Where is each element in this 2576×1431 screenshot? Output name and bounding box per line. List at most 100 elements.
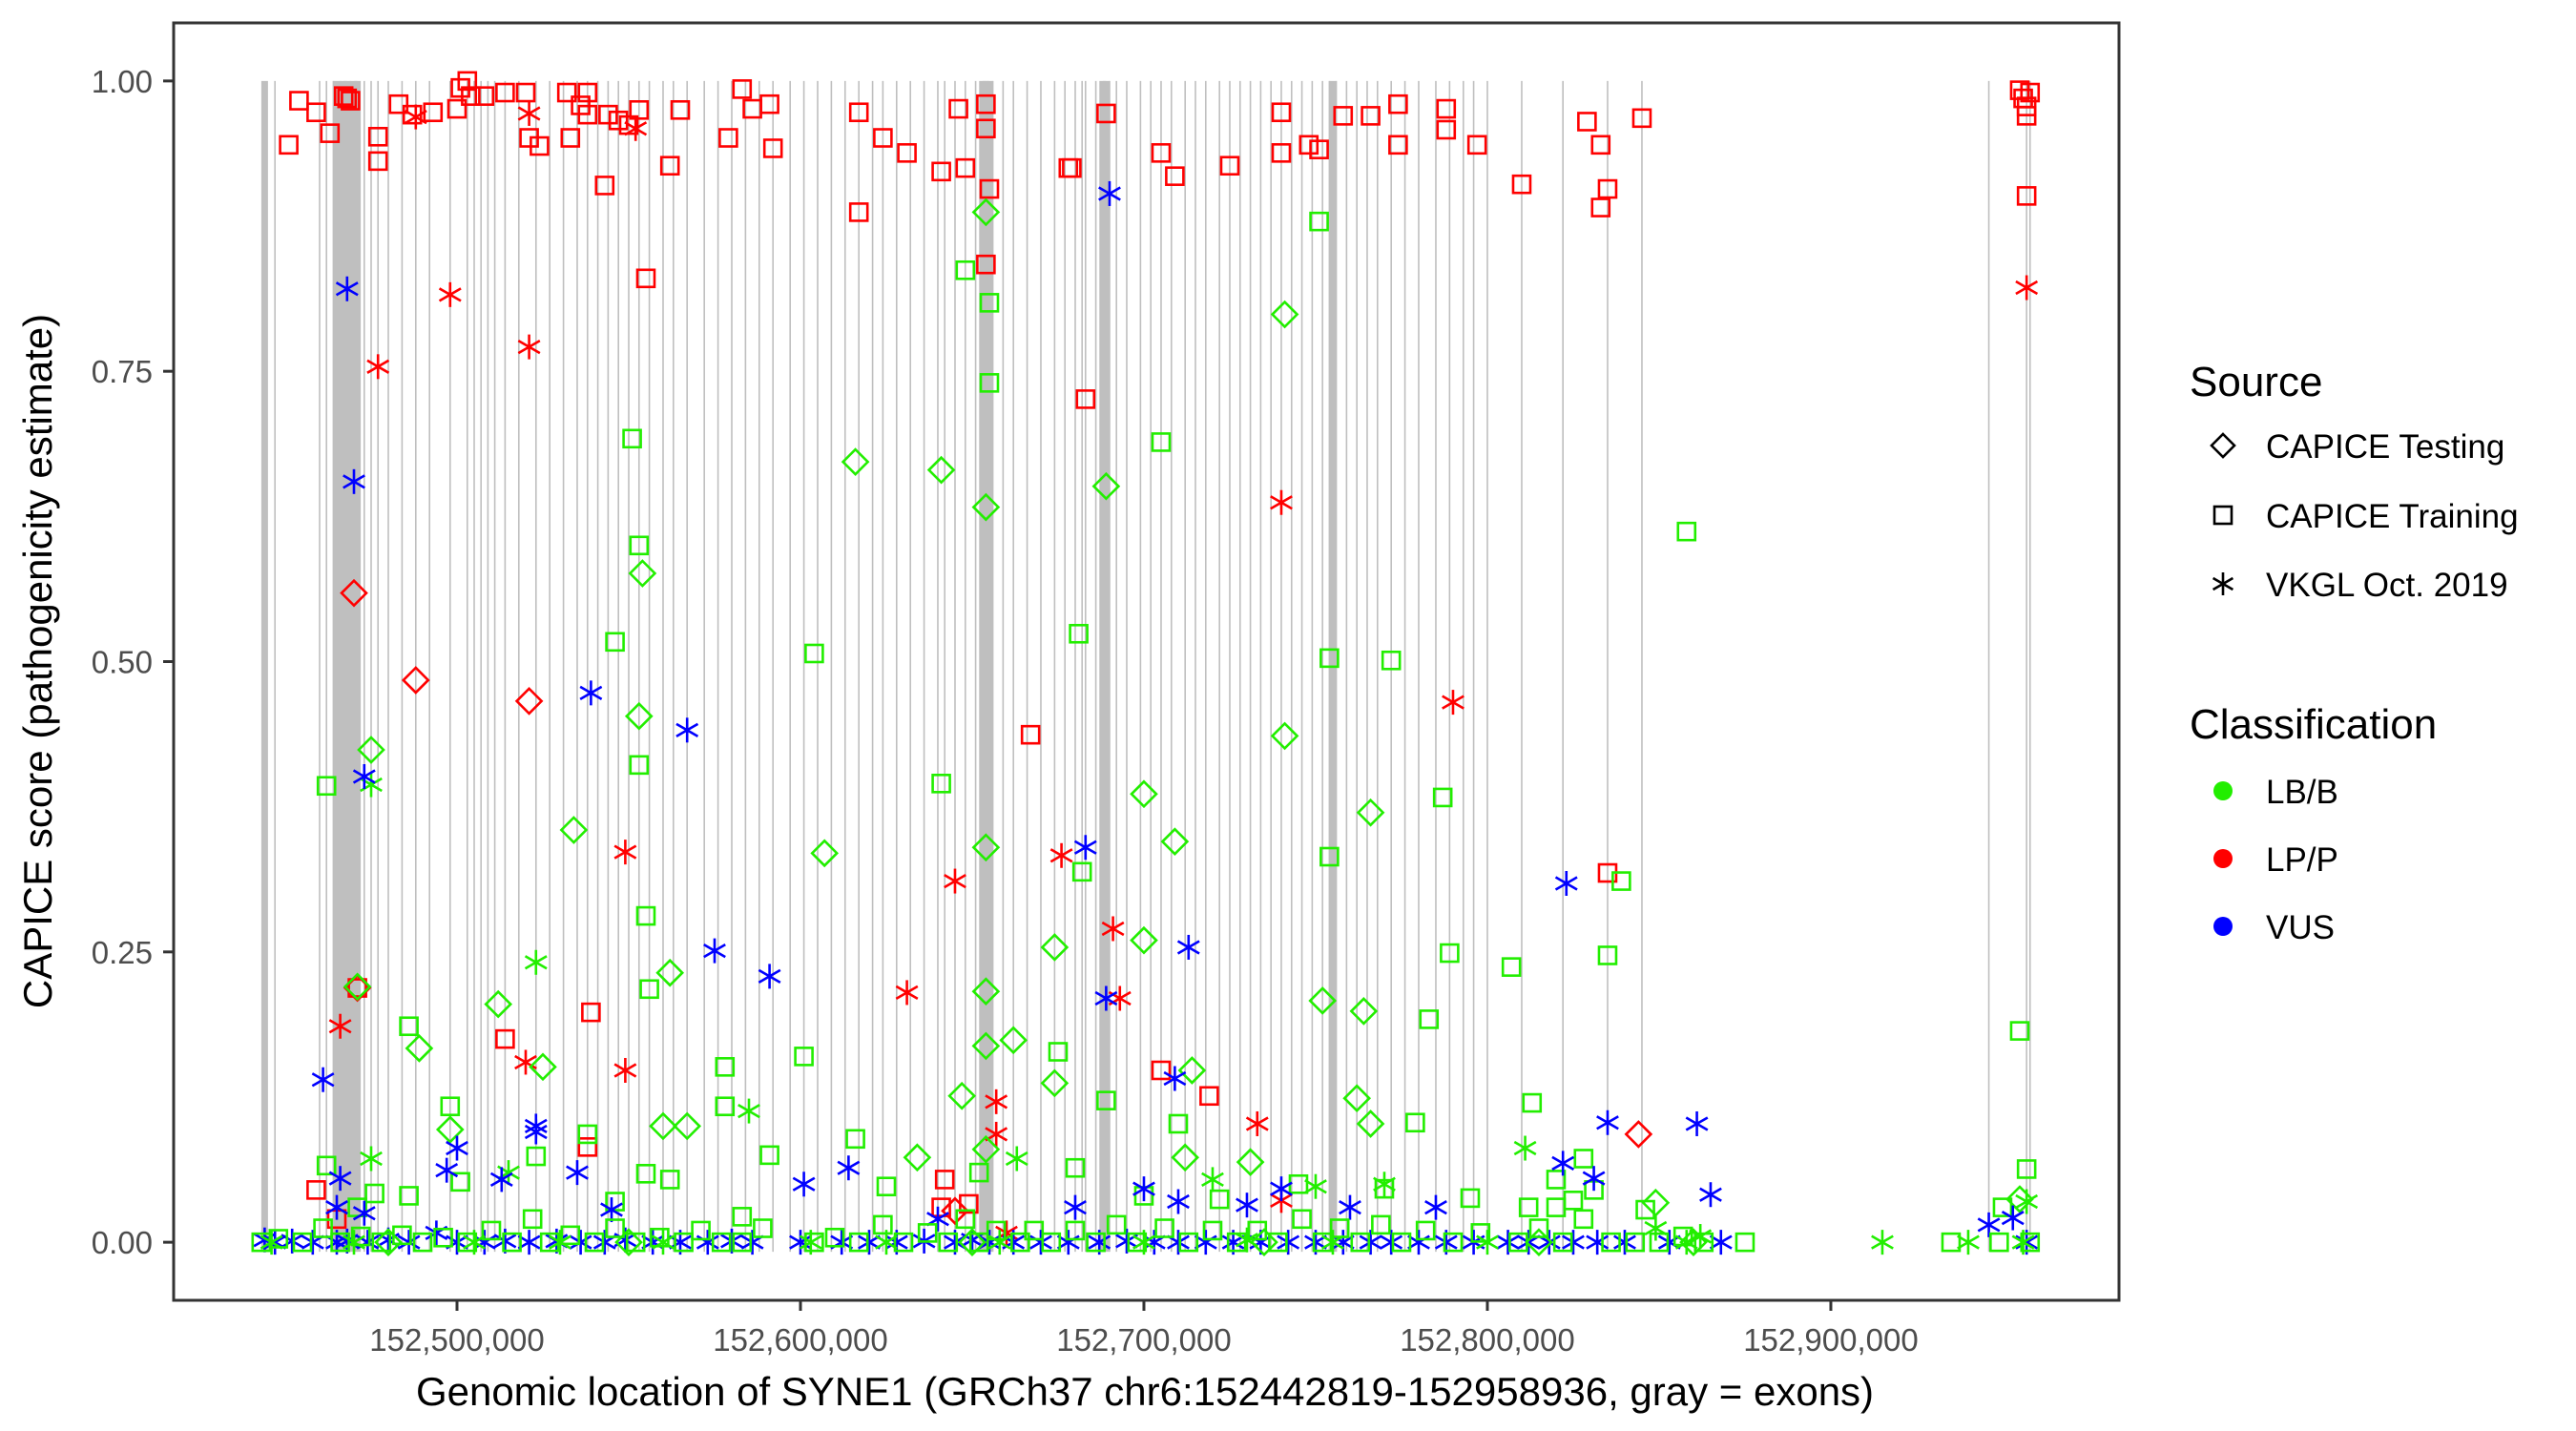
point-training xyxy=(893,1232,914,1253)
asterisk-stroke xyxy=(1176,940,1200,955)
asterisk-stroke xyxy=(1699,1187,1722,1202)
point-training xyxy=(794,1047,814,1067)
point-training xyxy=(1075,389,1096,409)
point-vkgl xyxy=(579,680,603,706)
point-training xyxy=(1065,1220,1086,1241)
point-training xyxy=(1501,957,1522,977)
asterisk-stroke xyxy=(260,1234,283,1250)
point-vkgl xyxy=(435,1157,459,1183)
point-training xyxy=(1518,1197,1539,1217)
point-training xyxy=(1676,521,1697,542)
point-testing xyxy=(673,1111,702,1141)
asterisk-stroke xyxy=(669,1234,692,1250)
asterisk-stroke xyxy=(352,1206,376,1221)
point-vkgl xyxy=(613,1057,637,1083)
asterisk-stroke xyxy=(517,106,541,121)
asterisk-stroke xyxy=(328,1019,352,1034)
point-vkgl xyxy=(1176,934,1200,960)
asterisk-stroke xyxy=(493,1234,517,1249)
point-vkgl xyxy=(895,980,919,1006)
point-training xyxy=(1199,1086,1219,1107)
point-vkgl xyxy=(737,1098,760,1124)
point-vkgl xyxy=(1163,1066,1187,1091)
point-training xyxy=(1590,135,1611,156)
point-training xyxy=(635,905,656,926)
asterisk-stroke xyxy=(1088,1234,1111,1250)
point-training xyxy=(1309,211,1329,232)
point-training xyxy=(1319,648,1340,669)
point-vkgl xyxy=(1277,1230,1300,1255)
point-testing xyxy=(1171,1143,1200,1172)
point-training xyxy=(1611,871,1631,891)
point-training xyxy=(1631,108,1652,129)
point-training xyxy=(659,1170,680,1190)
point-testing xyxy=(1177,1056,1207,1085)
asterisk-stroke xyxy=(875,1234,898,1250)
point-vkgl xyxy=(446,1135,468,1161)
asterisk-stroke xyxy=(366,359,390,374)
point-training xyxy=(1065,1157,1086,1178)
point-testing xyxy=(1356,798,1385,827)
point-training xyxy=(1086,1232,1106,1253)
point-training xyxy=(399,1186,419,1206)
point-vkgl xyxy=(985,1089,1008,1114)
point-training xyxy=(1151,143,1172,163)
point-vkgl xyxy=(624,115,648,141)
point-training xyxy=(845,1129,865,1150)
point-vkgl xyxy=(397,1230,421,1255)
point-vkgl xyxy=(311,1067,335,1092)
asterisk-stroke xyxy=(1270,1181,1293,1196)
point-testing xyxy=(1091,471,1121,501)
point-testing xyxy=(529,1052,557,1082)
point-training xyxy=(1371,1214,1391,1235)
point-vkgl xyxy=(260,1230,283,1255)
asterisk-stroke xyxy=(343,474,365,489)
point-training xyxy=(711,1232,732,1253)
legend-diamond-icon xyxy=(2210,432,2236,459)
point-testing xyxy=(628,559,657,588)
point-vkgl xyxy=(1132,1230,1155,1255)
asterisk-stroke xyxy=(1270,495,1293,510)
point-testing xyxy=(374,1228,403,1256)
point-vkgl xyxy=(1871,1230,1894,1255)
point-testing xyxy=(514,687,544,716)
point-testing xyxy=(1342,1084,1372,1113)
point-vkgl xyxy=(1270,1176,1293,1202)
point-training xyxy=(313,1218,333,1238)
point-testing xyxy=(1679,1228,1708,1256)
point-training xyxy=(670,99,691,120)
data-points xyxy=(251,71,2041,1256)
point-vkgl xyxy=(1424,1194,1447,1220)
asterisk-stroke xyxy=(624,121,648,136)
point-training xyxy=(976,93,996,114)
asterisk-stroke xyxy=(1434,1234,1458,1250)
point-testing xyxy=(1040,1068,1070,1098)
asterisk-stroke xyxy=(703,943,726,959)
point-testing xyxy=(655,958,685,987)
point-training xyxy=(1096,103,1116,124)
point-testing xyxy=(1160,827,1190,857)
point-training xyxy=(371,1232,392,1253)
asterisk-stroke xyxy=(343,1234,365,1250)
legend-square-icon xyxy=(2212,505,2233,526)
point-training xyxy=(367,126,388,147)
legend-source-label: CAPICE Training xyxy=(2266,498,2519,535)
point-vkgl xyxy=(987,1230,1011,1255)
asterisk-stroke xyxy=(1098,186,1121,201)
point-training xyxy=(1415,1220,1436,1241)
y-axis: 0.00 0.25 0.50 0.75 1.00 xyxy=(92,64,174,1260)
asterisk-stroke xyxy=(641,1234,665,1250)
point-training xyxy=(979,293,1000,313)
point-testing xyxy=(343,972,372,1002)
asterisk-stroke xyxy=(987,1234,1011,1250)
asterisk-stroke xyxy=(404,109,427,125)
point-training xyxy=(1546,1170,1567,1190)
asterisk-stroke xyxy=(1304,1234,1327,1250)
asterisk-stroke xyxy=(569,1234,592,1250)
point-training xyxy=(1168,1113,1189,1134)
point-training xyxy=(333,86,354,106)
asterisk-stroke xyxy=(514,1054,537,1070)
point-training xyxy=(1069,623,1089,644)
point-training xyxy=(1419,1009,1440,1029)
asterisk-stroke xyxy=(2015,1193,2039,1210)
